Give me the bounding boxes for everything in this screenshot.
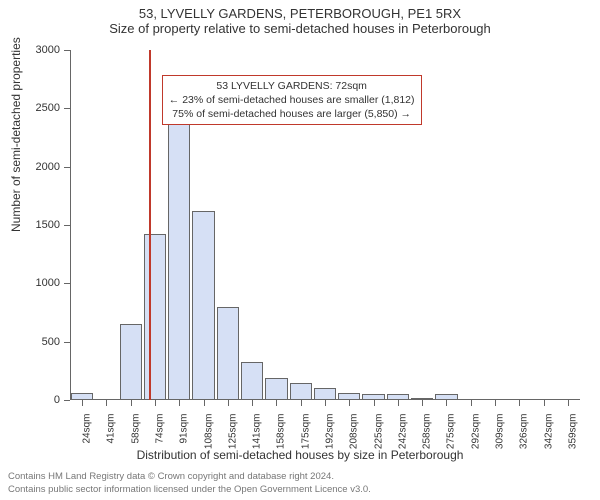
title-sub: Size of property relative to semi-detach… — [0, 21, 600, 36]
histogram-bar — [265, 378, 287, 400]
x-tick-label: 41sqm — [106, 414, 117, 444]
x-tick-mark — [495, 400, 496, 406]
x-tick-label: 192sqm — [325, 414, 336, 450]
x-tick-label: 292sqm — [470, 414, 481, 450]
y-tick-label: 500 — [42, 336, 60, 348]
x-tick-label: 275sqm — [446, 414, 457, 450]
x-tick-mark — [155, 400, 156, 406]
titles: 53, LYVELLY GARDENS, PETERBOROUGH, PE1 5… — [0, 0, 600, 36]
y-tick-label: 0 — [54, 394, 60, 406]
y-tick-label: 2500 — [36, 102, 60, 114]
x-tick-mark — [471, 400, 472, 406]
annotation-line: ← 23% of semi-detached houses are smalle… — [169, 93, 415, 107]
y-tick-mark — [64, 400, 70, 401]
histogram-bar — [338, 393, 360, 400]
x-tick-mark — [252, 400, 253, 406]
y-tick-label: 2000 — [36, 161, 60, 173]
x-tick-label: 74sqm — [155, 414, 166, 444]
x-tick-label: 125sqm — [227, 414, 238, 450]
y-tick-label: 1500 — [36, 219, 60, 231]
x-tick-mark — [398, 400, 399, 406]
x-tick-label: 208sqm — [349, 414, 360, 450]
footer: Contains HM Land Registry data © Crown c… — [8, 471, 371, 496]
x-tick-label: 108sqm — [203, 414, 214, 450]
plot-area: 53 LYVELLY GARDENS: 72sqm← 23% of semi-d… — [70, 50, 580, 400]
x-tick-mark — [82, 400, 83, 406]
x-tick-label: 359sqm — [567, 414, 578, 450]
histogram-bar — [217, 307, 239, 400]
histogram-bar — [192, 211, 214, 400]
x-tick-mark — [276, 400, 277, 406]
x-tick-label: 158sqm — [276, 414, 287, 450]
x-axis-title: Distribution of semi-detached houses by … — [0, 448, 600, 462]
histogram-bar — [168, 105, 190, 400]
footer-line-2: Contains public sector information licen… — [8, 484, 371, 496]
x-tick-mark — [349, 400, 350, 406]
x-tick-mark — [519, 400, 520, 406]
histogram-bar — [314, 388, 336, 400]
x-tick-label: 258sqm — [422, 414, 433, 450]
x-tick-mark — [301, 400, 302, 406]
x-tick-label: 24sqm — [82, 414, 93, 444]
histogram-bar — [120, 324, 142, 400]
y-axis-title: Number of semi-detached properties — [9, 37, 23, 232]
chart-container: 53, LYVELLY GARDENS, PETERBOROUGH, PE1 5… — [0, 0, 600, 500]
y-tick-label: 3000 — [36, 44, 60, 56]
annotation-line: 53 LYVELLY GARDENS: 72sqm — [169, 79, 415, 93]
x-tick-mark — [374, 400, 375, 406]
annotation-box: 53 LYVELLY GARDENS: 72sqm← 23% of semi-d… — [162, 75, 422, 126]
x-tick-mark — [179, 400, 180, 406]
histogram-bar — [241, 362, 263, 401]
x-tick-mark — [204, 400, 205, 406]
y-tick-mark — [64, 108, 70, 109]
x-tick-mark — [568, 400, 569, 406]
x-tick-label: 91sqm — [179, 414, 190, 444]
annotation-line: 75% of semi-detached houses are larger (… — [169, 107, 415, 121]
histogram-bar — [71, 393, 93, 400]
x-tick-mark — [422, 400, 423, 406]
x-tick-mark — [325, 400, 326, 406]
y-tick-mark — [64, 225, 70, 226]
y-tick-mark — [64, 50, 70, 51]
x-tick-label: 309sqm — [495, 414, 506, 450]
histogram-bar — [290, 383, 312, 401]
x-tick-label: 58sqm — [130, 414, 141, 444]
x-tick-label: 326sqm — [519, 414, 530, 450]
x-tick-label: 242sqm — [397, 414, 408, 450]
x-tick-label: 225sqm — [373, 414, 384, 450]
y-tick-mark — [64, 167, 70, 168]
y-tick-mark — [64, 342, 70, 343]
title-main: 53, LYVELLY GARDENS, PETERBOROUGH, PE1 5… — [0, 6, 600, 21]
y-tick-mark — [64, 283, 70, 284]
reference-line — [149, 50, 151, 400]
x-tick-mark — [131, 400, 132, 406]
x-tick-mark — [106, 400, 107, 406]
x-tick-mark — [446, 400, 447, 406]
x-tick-label: 342sqm — [543, 414, 554, 450]
chart-area: 53 LYVELLY GARDENS: 72sqm← 23% of semi-d… — [70, 50, 580, 400]
x-tick-label: 175sqm — [300, 414, 311, 450]
x-tick-mark — [544, 400, 545, 406]
footer-line-1: Contains HM Land Registry data © Crown c… — [8, 471, 371, 483]
histogram-bar — [144, 234, 166, 400]
x-tick-label: 141sqm — [252, 414, 263, 450]
x-tick-mark — [228, 400, 229, 406]
y-tick-label: 1000 — [36, 277, 60, 289]
